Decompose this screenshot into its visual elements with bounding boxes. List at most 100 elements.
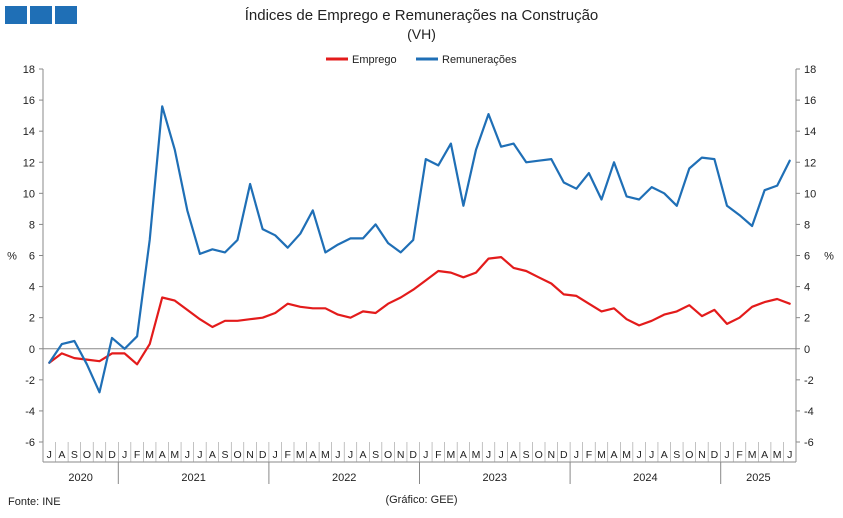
x-month-label: D bbox=[560, 449, 568, 461]
x-month-label: M bbox=[170, 449, 179, 461]
y-axis-label-right: % bbox=[824, 251, 834, 263]
x-month-label: O bbox=[535, 449, 543, 461]
x-month-label: S bbox=[523, 449, 530, 461]
chart-title: Índices de Emprego e Remunerações na Con… bbox=[244, 7, 599, 24]
y-tick-label-right: 4 bbox=[804, 282, 810, 294]
y-tick-label-right: -2 bbox=[804, 375, 814, 387]
y-tick-label-left: 18 bbox=[23, 64, 35, 76]
y-tick-label-left: 14 bbox=[23, 126, 35, 138]
y-tick-label-left: 12 bbox=[23, 157, 35, 169]
x-month-label: M bbox=[597, 449, 606, 461]
x-month-label: M bbox=[622, 449, 631, 461]
x-year-label: 2024 bbox=[633, 472, 657, 484]
x-month-label: J bbox=[423, 449, 428, 461]
x-year-label: 2023 bbox=[483, 472, 507, 484]
x-month-label: A bbox=[761, 449, 768, 461]
y-tick-label-right: 0 bbox=[804, 344, 810, 356]
x-month-label: S bbox=[372, 449, 379, 461]
y-tick-label-right: -6 bbox=[804, 437, 814, 449]
x-month-label: J bbox=[574, 449, 579, 461]
x-month-label: O bbox=[83, 449, 91, 461]
x-month-label: J bbox=[649, 449, 654, 461]
x-month-label: F bbox=[435, 449, 441, 461]
x-month-label: F bbox=[586, 449, 592, 461]
logo bbox=[5, 6, 77, 24]
x-month-label: A bbox=[309, 449, 316, 461]
x-month-label: J bbox=[486, 449, 491, 461]
x-month-label: F bbox=[134, 449, 140, 461]
y-tick-label-left: 16 bbox=[23, 95, 35, 107]
chart-subtitle: (VH) bbox=[407, 26, 436, 42]
legend-label: Remunerações bbox=[442, 54, 517, 66]
x-month-label: A bbox=[510, 449, 517, 461]
y-tick-label-right: -4 bbox=[804, 406, 814, 418]
x-month-label: J bbox=[47, 449, 52, 461]
x-month-label: A bbox=[159, 449, 166, 461]
legend-label: Emprego bbox=[352, 54, 397, 66]
x-month-label: M bbox=[145, 449, 154, 461]
y-tick-label-right: 12 bbox=[804, 157, 816, 169]
source-note: Fonte: INE bbox=[8, 496, 61, 508]
y-tick-label-left: 2 bbox=[29, 313, 35, 325]
x-month-label: A bbox=[58, 449, 65, 461]
y-tick-label-left: -4 bbox=[25, 406, 35, 418]
y-tick-label-left: 10 bbox=[23, 188, 35, 200]
y-tick-label-right: 14 bbox=[804, 126, 816, 138]
x-month-label: J bbox=[335, 449, 340, 461]
x-month-label: S bbox=[221, 449, 228, 461]
x-year-label: 2020 bbox=[68, 472, 92, 484]
x-month-label: F bbox=[285, 449, 291, 461]
x-month-label: M bbox=[321, 449, 330, 461]
x-month-label: M bbox=[472, 449, 481, 461]
y-tick-label-left: -6 bbox=[25, 437, 35, 449]
x-month-label: A bbox=[360, 449, 367, 461]
y-tick-label-left: 8 bbox=[29, 219, 35, 231]
x-month-label: D bbox=[108, 449, 116, 461]
x-month-label: M bbox=[296, 449, 305, 461]
x-month-label: D bbox=[711, 449, 719, 461]
x-month-label: D bbox=[259, 449, 267, 461]
x-month-label: J bbox=[273, 449, 278, 461]
y-axis-label-left: % bbox=[7, 251, 17, 263]
y-tick-label-right: 8 bbox=[804, 219, 810, 231]
x-month-label: M bbox=[748, 449, 757, 461]
x-month-label: J bbox=[185, 449, 190, 461]
y-tick-label-left: 4 bbox=[29, 282, 35, 294]
x-month-label: N bbox=[397, 449, 405, 461]
x-month-label: N bbox=[698, 449, 706, 461]
x-month-label: J bbox=[197, 449, 202, 461]
x-month-label: J bbox=[122, 449, 127, 461]
x-month-label: A bbox=[661, 449, 668, 461]
title-block: Índices de Emprego e Remunerações na Con… bbox=[0, 6, 843, 43]
logo-block bbox=[5, 6, 27, 24]
x-month-label: J bbox=[724, 449, 729, 461]
logo-block bbox=[30, 6, 52, 24]
y-tick-label-right: 2 bbox=[804, 313, 810, 325]
x-month-label: S bbox=[71, 449, 78, 461]
y-tick-label-left: 6 bbox=[29, 251, 35, 263]
x-month-label: N bbox=[547, 449, 555, 461]
x-month-label: J bbox=[498, 449, 503, 461]
x-month-label: N bbox=[246, 449, 254, 461]
x-month-label: D bbox=[409, 449, 417, 461]
logo-block bbox=[55, 6, 77, 24]
x-year-label: 2022 bbox=[332, 472, 356, 484]
x-month-label: J bbox=[348, 449, 353, 461]
x-month-label: N bbox=[96, 449, 104, 461]
y-tick-label-right: 6 bbox=[804, 251, 810, 263]
x-month-label: M bbox=[773, 449, 782, 461]
y-tick-label-right: 10 bbox=[804, 188, 816, 200]
x-month-label: M bbox=[447, 449, 456, 461]
x-year-label: 2025 bbox=[746, 472, 770, 484]
x-month-label: A bbox=[460, 449, 467, 461]
x-month-label: J bbox=[637, 449, 642, 461]
y-tick-label-right: 18 bbox=[804, 64, 816, 76]
y-tick-label-left: 0 bbox=[29, 344, 35, 356]
x-month-label: S bbox=[673, 449, 680, 461]
x-month-label: O bbox=[233, 449, 241, 461]
y-tick-label-left: -2 bbox=[25, 375, 35, 387]
x-month-label: J bbox=[787, 449, 792, 461]
x-month-label: O bbox=[685, 449, 693, 461]
x-year-label: 2021 bbox=[181, 472, 205, 484]
